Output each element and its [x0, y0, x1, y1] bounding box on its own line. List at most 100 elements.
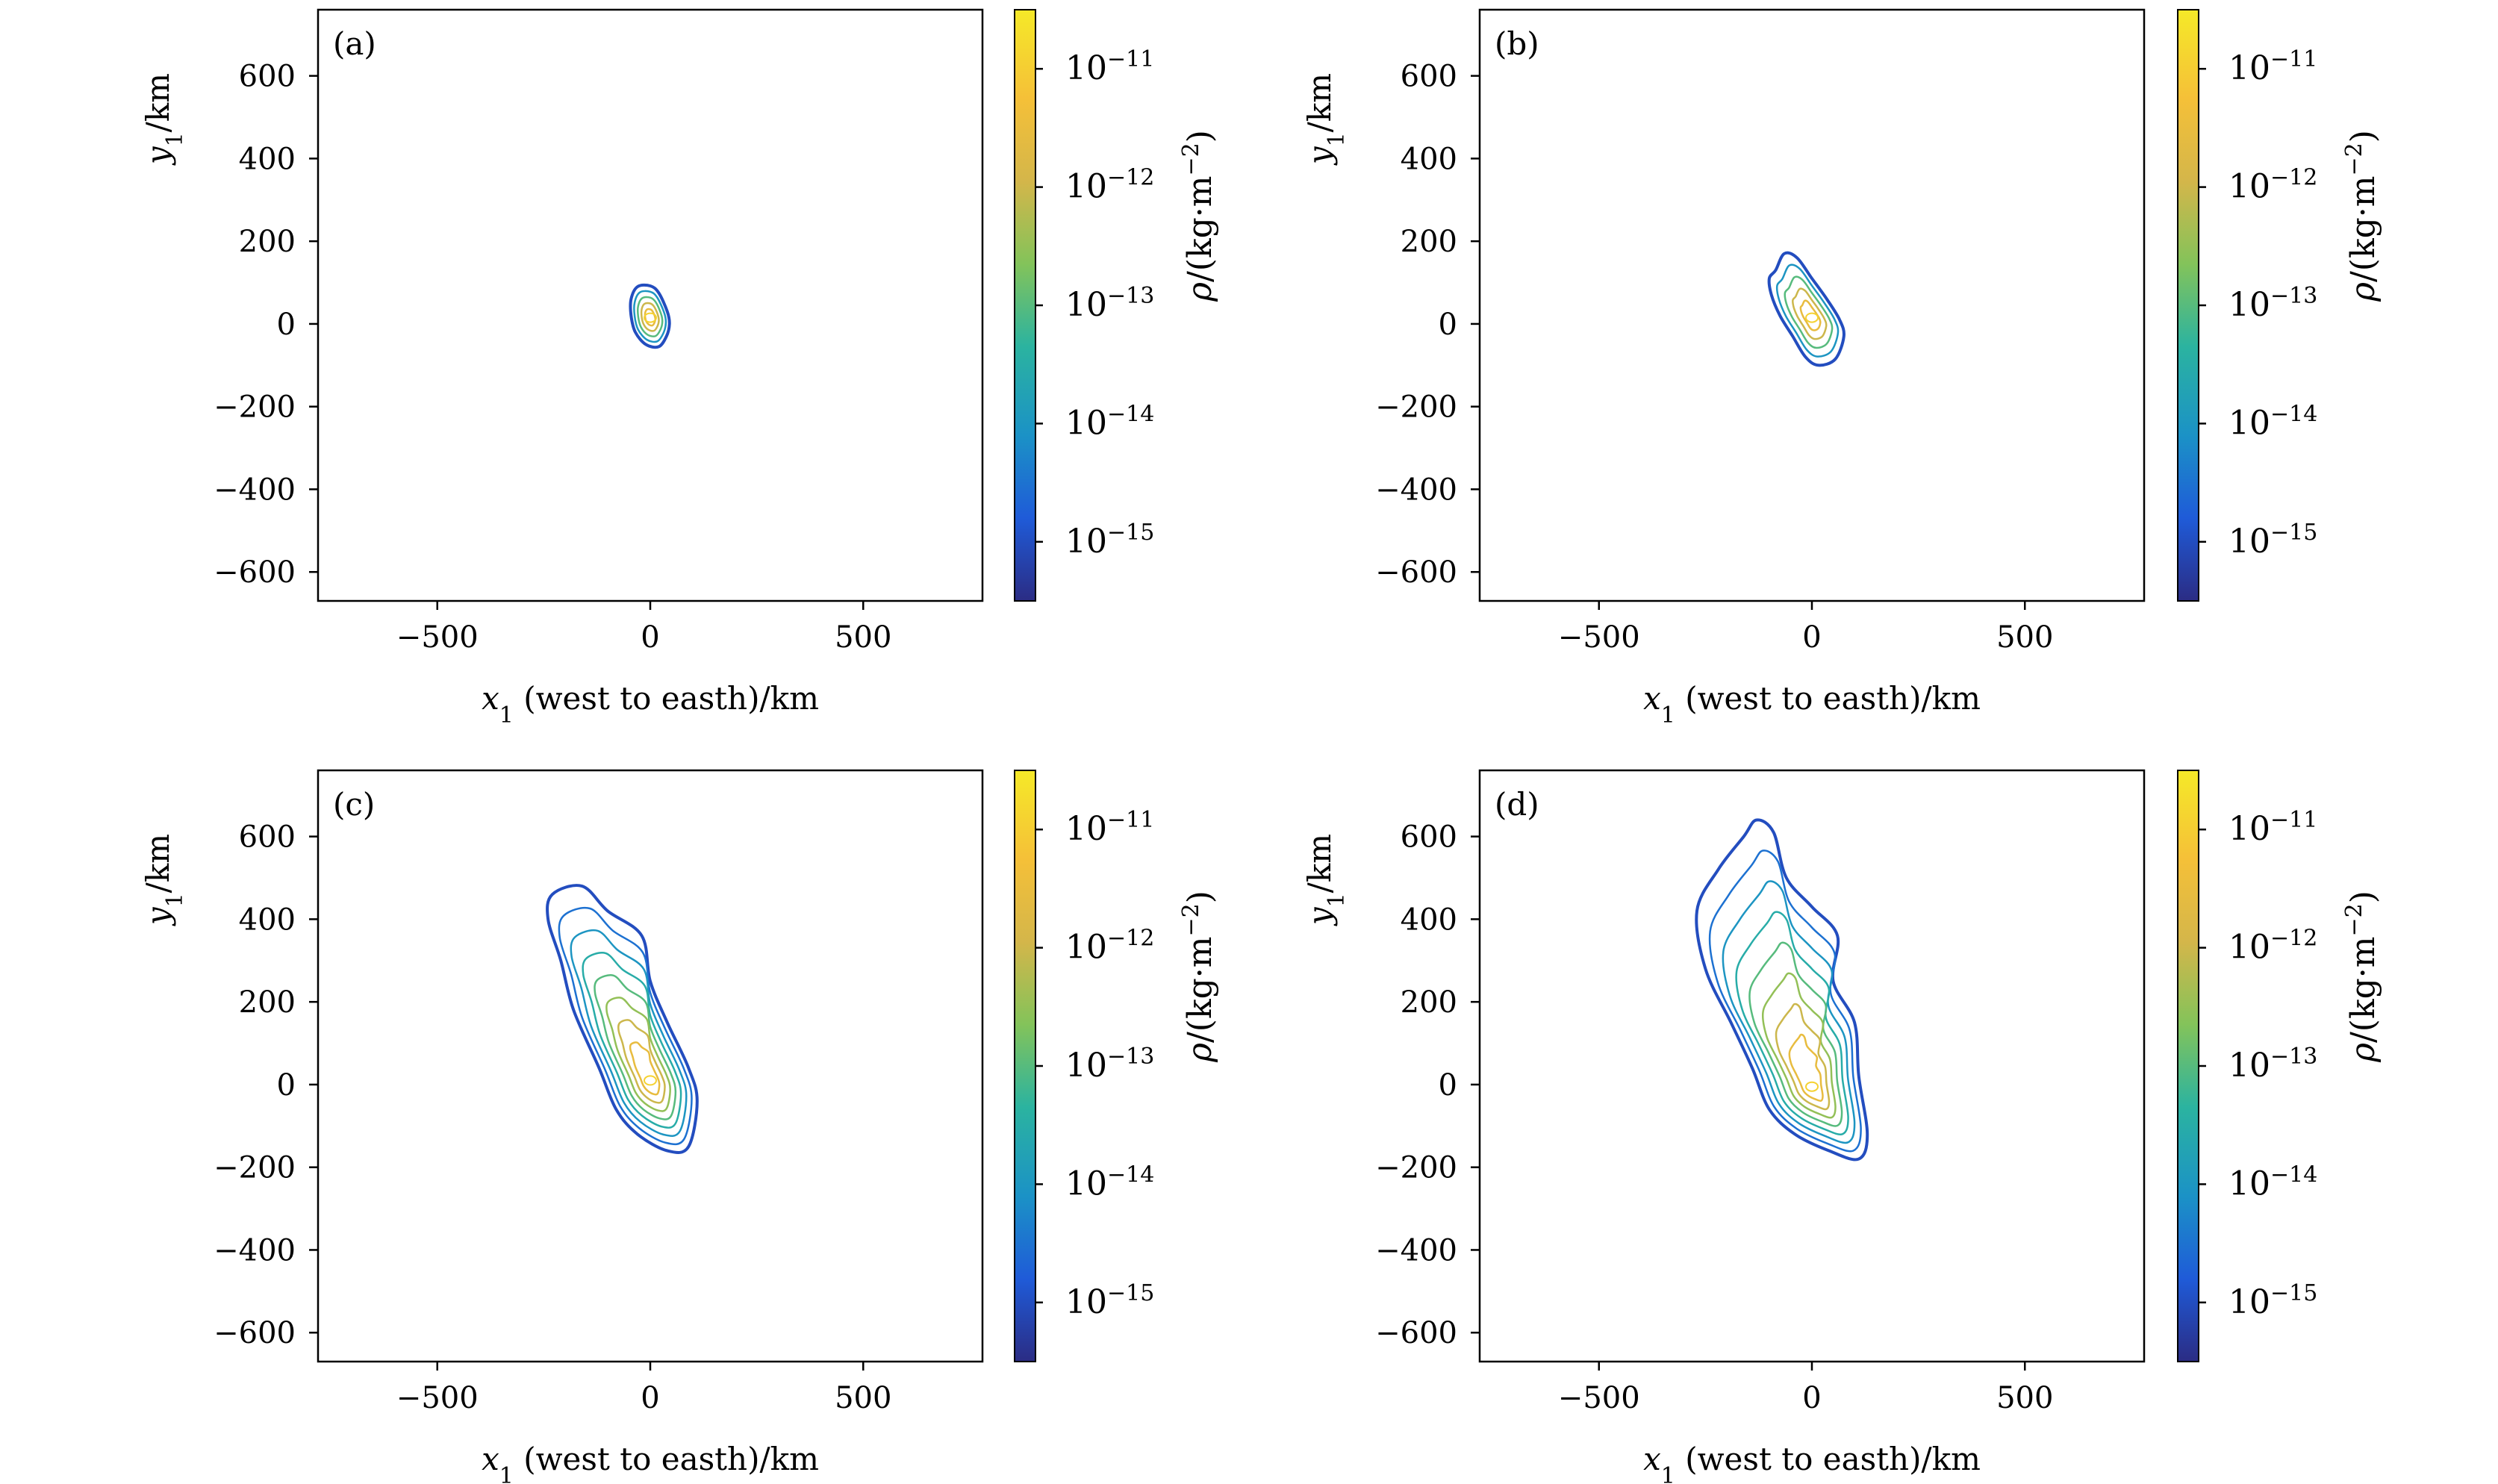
contour-level — [605, 997, 671, 1112]
y-tick-label: −200 — [1375, 390, 1457, 425]
contour-level — [640, 302, 660, 332]
y-tick-label: 200 — [239, 225, 296, 259]
x-tick-label: 500 — [835, 1381, 891, 1415]
contour-level — [636, 296, 664, 337]
contour-level — [1775, 1003, 1831, 1111]
contour-core — [1805, 1081, 1819, 1092]
contour-level — [570, 929, 688, 1137]
y-tick-label: −600 — [1375, 555, 1457, 590]
y-tick-label: −400 — [1375, 1233, 1457, 1268]
colorbar-tick-label: 10−14 — [1065, 1162, 1154, 1203]
panel-label: (d) — [1495, 786, 1539, 823]
panel-label: (a) — [333, 25, 376, 62]
contour-level — [1767, 251, 1846, 367]
y-tick-label: −200 — [214, 390, 296, 425]
contour-set — [1767, 251, 1846, 367]
y-tick-label: 400 — [239, 902, 296, 937]
y-tick-label: 200 — [1401, 985, 1457, 1020]
plot-frame — [317, 8, 984, 602]
x-tick-label: 500 — [835, 620, 891, 655]
colorbar-tick-label: 10−12 — [2228, 925, 2317, 967]
contour-level — [1708, 849, 1862, 1153]
contour-level — [1799, 299, 1822, 331]
x-tick-label: 0 — [641, 620, 659, 655]
colorbar-tick-label: 10−11 — [2228, 807, 2317, 849]
x-tick-label: 0 — [1802, 1381, 1821, 1415]
y-axis-label: y1/km — [140, 834, 188, 926]
contour-level — [629, 283, 671, 349]
panel-a: (a) −500 0 500 600 400 200 0 −200 −400 −600 x1 (wes… — [140, 8, 1220, 729]
panel-label: (b) — [1495, 25, 1539, 62]
x-axis-label: x1 (west to easth)/km — [482, 1441, 819, 1484]
contour-level — [1735, 911, 1849, 1135]
colorbar-tick-label: 10−14 — [2228, 1162, 2317, 1203]
colorbar-tick-label: 10−11 — [1065, 807, 1154, 849]
y-tick-label: 600 — [1401, 820, 1457, 855]
plot-frame — [1478, 769, 2146, 1363]
y-tick-label: 200 — [239, 985, 296, 1020]
colorbar-tick-label: 10−13 — [1065, 1044, 1154, 1085]
colorbar: 10−11 10−12 10−13 10−14 10−15 ρ/(kg·m−2) — [1014, 9, 1220, 602]
contour-core — [644, 312, 657, 323]
colorbar: 10−11 10−12 10−13 10−14 10−15 ρ/(kg·m−2) — [2177, 770, 2382, 1362]
contour-level — [1722, 880, 1856, 1144]
contour-level — [546, 884, 699, 1154]
colorbar-tick-label: 10−13 — [1065, 283, 1154, 325]
y-tick-label: 400 — [1401, 142, 1457, 176]
x-tick-label: −500 — [396, 1381, 479, 1415]
y-axis-label: y1/km — [1301, 73, 1350, 166]
y-tick-label: 0 — [277, 308, 296, 342]
contour-core — [644, 1075, 657, 1086]
contour-level — [617, 1019, 666, 1104]
y-axis-label: y1/km — [1301, 834, 1350, 926]
colorbar-label: ρ/(kg·m−2) — [1178, 891, 1220, 1063]
x-tick-label: 0 — [641, 1381, 659, 1415]
contour-level — [1788, 1033, 1824, 1102]
y-tick-label: −400 — [214, 473, 296, 507]
y-tick-label: 200 — [1401, 225, 1457, 259]
y-tick-label: −200 — [1375, 1151, 1457, 1185]
contour-set — [1695, 818, 1869, 1162]
contour-set — [546, 884, 699, 1154]
contour-level — [1784, 275, 1834, 349]
colorbar-tick-label: 10−12 — [2228, 164, 2317, 206]
plot-frame — [1478, 8, 2146, 602]
contour-level — [1792, 287, 1828, 340]
y-tick-label: −600 — [1375, 1316, 1457, 1350]
y-tick-label: −600 — [214, 1316, 296, 1350]
colorbar-tick-label: 10−15 — [1065, 519, 1154, 561]
y-tick-label: 0 — [277, 1068, 296, 1103]
colorbar: 10−11 10−12 10−13 10−14 10−15 ρ/(kg·m−2) — [2177, 9, 2382, 602]
y-tick-label: 0 — [1439, 1068, 1457, 1103]
colorbar-tick-label: 10−15 — [2228, 519, 2317, 561]
x-tick-label: −500 — [1558, 620, 1640, 655]
colorbar-gradient — [2177, 770, 2199, 1362]
y-tick-label: 400 — [239, 142, 296, 176]
colorbar-gradient — [2177, 9, 2199, 602]
colorbar-tick-label: 10−13 — [2228, 283, 2317, 325]
contour-level — [1775, 264, 1840, 358]
colorbar-tick-label: 10−15 — [2228, 1279, 2317, 1321]
x-axis-label: x1 (west to easth)/km — [1643, 680, 1981, 729]
contour-level — [1695, 818, 1869, 1162]
x-tick-label: −500 — [1558, 1381, 1640, 1415]
y-tick-label: 400 — [1401, 902, 1457, 937]
contour-level — [633, 290, 667, 343]
contour-level — [582, 952, 682, 1129]
y-tick-label: −400 — [1375, 473, 1457, 507]
x-tick-label: −500 — [396, 620, 479, 655]
contour-level — [1761, 972, 1837, 1119]
x-tick-label: 500 — [1996, 620, 2053, 655]
contour-level — [644, 308, 657, 327]
x-axis-label: x1 (west to easth)/km — [1643, 1441, 1981, 1484]
y-axis-label: y1/km — [140, 73, 188, 166]
colorbar-label: ρ/(kg·m−2) — [1178, 130, 1220, 302]
colorbar-tick-label: 10−11 — [2228, 46, 2317, 88]
x-tick-label: 500 — [1996, 1381, 2053, 1415]
y-tick-label: 600 — [239, 820, 296, 855]
colorbar-tick-label: 10−14 — [1065, 401, 1154, 443]
panel-c: (c) −500 0 500 600 400 200 0 −200 −400 −600 x1 (wes… — [140, 769, 1220, 1484]
y-tick-label: −600 — [214, 555, 296, 590]
panel-label: (c) — [333, 786, 375, 823]
